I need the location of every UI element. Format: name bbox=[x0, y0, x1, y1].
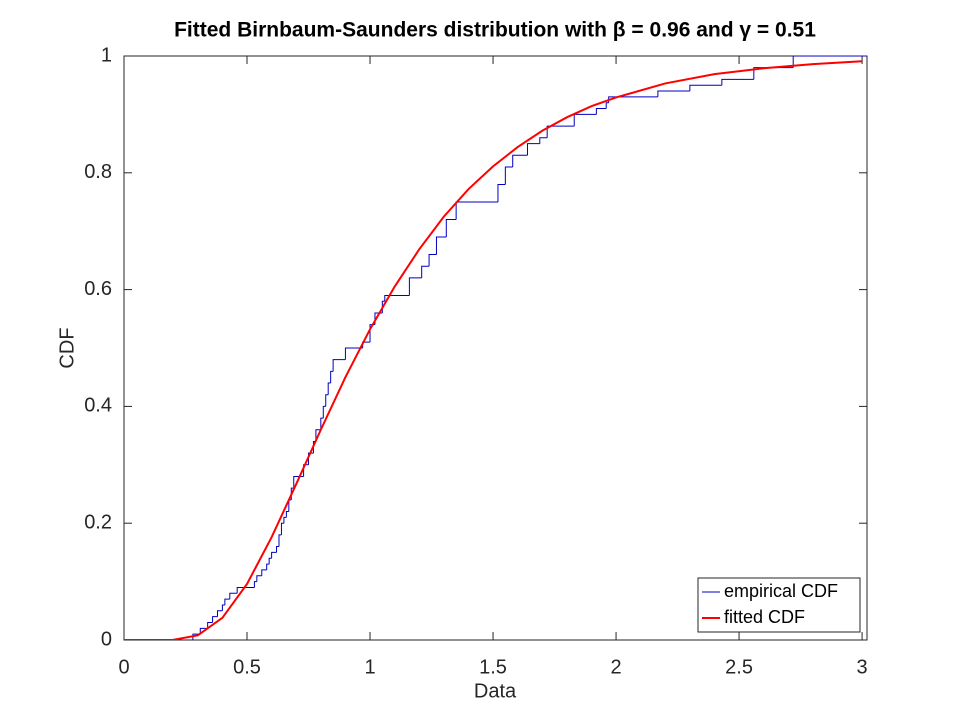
x-tick-label: 3 bbox=[857, 656, 868, 678]
fitted-line bbox=[124, 60, 863, 640]
x-tick-label: 0 bbox=[118, 656, 129, 678]
empirical-step bbox=[384, 294, 410, 302]
y-tick-label: 1 bbox=[101, 44, 112, 66]
empirical-step bbox=[224, 598, 230, 605]
empirical-step bbox=[327, 382, 331, 395]
empirical-step bbox=[332, 359, 346, 372]
empirical-step bbox=[421, 265, 430, 278]
legend-label: fitted CDF bbox=[724, 607, 805, 627]
chart-title: Fitted Birnbaum-Saunders distribution wi… bbox=[174, 19, 816, 42]
x-tick-label: 0.5 bbox=[233, 656, 261, 678]
x-tick-label: 1.5 bbox=[479, 656, 507, 678]
empirical-step bbox=[408, 277, 422, 296]
empirical-step bbox=[539, 137, 548, 144]
empirical-step bbox=[512, 154, 528, 167]
x-tick-label: 2.5 bbox=[725, 656, 753, 678]
empirical-step bbox=[428, 254, 437, 267]
empirical-step bbox=[344, 347, 363, 360]
empirical-step bbox=[504, 166, 513, 185]
empirical-step bbox=[721, 78, 754, 86]
empirical-step bbox=[283, 516, 287, 524]
x-tick-label: 1 bbox=[364, 656, 375, 678]
y-tick-label: 0.2 bbox=[84, 511, 112, 533]
empirical-step bbox=[207, 621, 213, 629]
empirical-step bbox=[325, 394, 329, 407]
plot-lines bbox=[124, 56, 867, 640]
empirical-step bbox=[271, 551, 277, 559]
empirical-step bbox=[595, 108, 607, 115]
x-axis-label: Data bbox=[474, 680, 517, 702]
empirical-step bbox=[315, 429, 321, 442]
empirical-step bbox=[216, 610, 223, 617]
empirical-step bbox=[229, 592, 238, 600]
empirical-step bbox=[546, 125, 575, 138]
empirical-step bbox=[435, 236, 447, 255]
legend: empirical CDF fitted CDF bbox=[697, 577, 861, 633]
empirical-step bbox=[792, 56, 867, 68]
empirical-step bbox=[320, 417, 324, 430]
y-tick-label: 0.6 bbox=[84, 278, 112, 300]
empirical-step bbox=[268, 557, 272, 565]
empirical-step bbox=[276, 546, 279, 553]
empirical-step bbox=[212, 616, 218, 623]
empirical-step bbox=[266, 563, 270, 570]
empirical-step bbox=[445, 219, 457, 238]
empirical-step bbox=[199, 627, 208, 635]
x-tick-label: 2 bbox=[610, 656, 621, 678]
empirical-step bbox=[285, 511, 289, 518]
y-tick-label: 0.4 bbox=[84, 395, 112, 417]
empirical-step bbox=[261, 569, 267, 576]
y-tick-label: 0 bbox=[101, 628, 112, 650]
empirical-step bbox=[689, 84, 722, 92]
empirical-step bbox=[657, 90, 690, 97]
empirical-step bbox=[280, 522, 284, 535]
empirical-step bbox=[236, 586, 255, 594]
plot-frame bbox=[123, 55, 868, 641]
empirical-step bbox=[497, 183, 506, 202]
empirical-step bbox=[256, 575, 262, 582]
empirical-step bbox=[605, 102, 609, 109]
empirical-step bbox=[308, 452, 314, 465]
empirical-step bbox=[322, 405, 326, 419]
legend-box bbox=[697, 577, 861, 633]
empirical-step bbox=[278, 534, 282, 547]
y-axis-label: CDF bbox=[56, 327, 78, 368]
empirical-step bbox=[221, 604, 225, 611]
empirical-step bbox=[303, 464, 309, 477]
empirical-step bbox=[253, 581, 257, 588]
empirical-step bbox=[526, 143, 540, 156]
empirical-step bbox=[330, 370, 334, 384]
legend-label: empirical CDF bbox=[724, 581, 838, 601]
y-tick-label: 0.8 bbox=[84, 161, 112, 183]
